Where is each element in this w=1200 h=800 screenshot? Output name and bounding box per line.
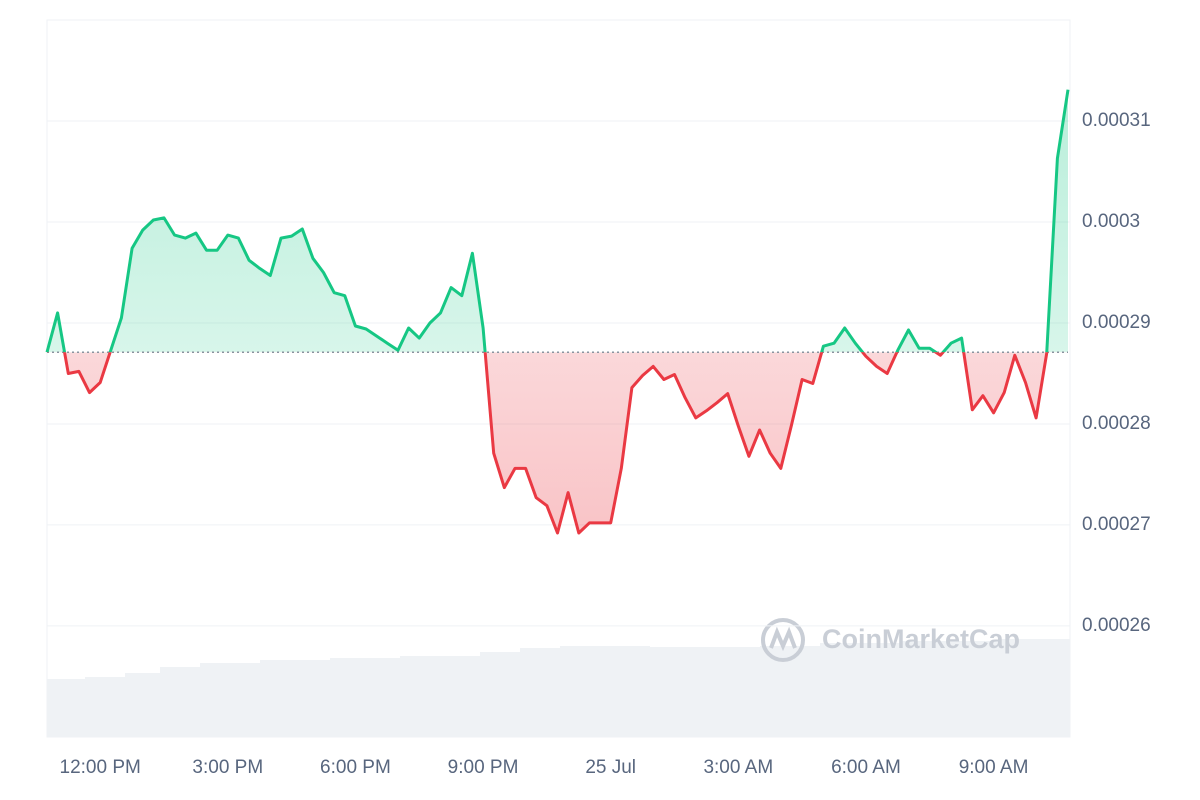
y-tick-label: 0.00026 <box>1082 615 1151 636</box>
x-tick-label: 12:00 PM <box>60 757 141 778</box>
x-tick-label: 25 Jul <box>585 757 636 778</box>
x-tick-label: 6:00 AM <box>831 757 901 778</box>
y-tick-label: 0.00028 <box>1082 413 1151 434</box>
watermark-logo <box>761 618 805 662</box>
price-line-up <box>45 89 1070 353</box>
watermark: CoinMarketCap <box>822 624 1020 654</box>
y-tick-label: 0.00027 <box>1082 514 1151 535</box>
y-tick-label: 0.0003 <box>1082 211 1140 232</box>
x-tick-label: 3:00 PM <box>192 757 263 778</box>
x-tick-label: 9:00 AM <box>959 757 1029 778</box>
area-up <box>47 89 1068 353</box>
x-tick-label: 6:00 PM <box>320 757 391 778</box>
y-tick-label: 0.00031 <box>1082 110 1151 131</box>
y-tick-label: 0.00029 <box>1082 312 1151 333</box>
x-tick-label: 3:00 AM <box>703 757 773 778</box>
volume-bars <box>47 639 1070 737</box>
x-tick-label: 9:00 PM <box>448 757 519 778</box>
price-line-down <box>47 352 1049 535</box>
area-down <box>47 352 1068 533</box>
